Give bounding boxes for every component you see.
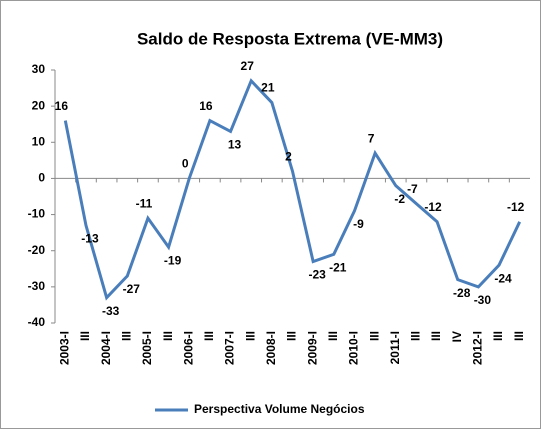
data-label: -19 [164,253,182,267]
data-label: 21 [261,81,275,95]
x-tick-label: 2012-I [471,331,485,365]
data-label: -23 [308,268,326,282]
data-label: 2 [285,149,292,163]
x-tick-label: III [285,331,299,341]
data-label: 0 [182,157,189,171]
x-tick-label: III [491,331,505,341]
y-tick-label: -30 [28,279,46,293]
x-tick-label: III [429,331,443,341]
legend-label: Perspectiva Volume Negócios [194,402,365,416]
data-label: -24 [494,271,512,285]
x-tick-label: 2004-I [99,331,113,365]
data-label: 27 [241,59,255,73]
y-tick-label: -10 [28,207,46,221]
x-tick-label: IV [450,331,464,342]
data-label: -2 [394,192,405,206]
chart-title: Saldo de Resposta Extrema (VE-MM3) [137,29,443,48]
y-tick-label: 30 [32,62,46,76]
data-label: 16 [55,99,69,113]
data-label: -27 [123,282,141,296]
series-line [63,78,522,301]
x-tick-label: III [326,331,340,341]
x-tick-label: III [243,331,257,341]
y-tick-label: -20 [28,243,46,257]
data-label: -12 [424,200,442,214]
data-label: -11 [136,196,153,210]
y-tick-label: -40 [28,315,46,329]
x-tick-label: 2010-I [347,331,361,365]
x-tick-label: III [161,331,175,341]
y-tick-label: 0 [38,171,45,185]
data-label: 16 [199,99,213,113]
y-tick-label: 10 [32,134,46,148]
y-tick-label: 20 [32,98,46,112]
data-label: -21 [329,261,347,275]
x-tick-label: III [119,331,133,341]
data-label: -13 [81,232,99,246]
data-label: 7 [368,131,375,145]
data-label: -9 [353,217,364,231]
x-tick-label: 2007-I [223,331,237,365]
data-label: -30 [474,293,492,307]
data-label: -7 [407,182,418,196]
x-tick-label: 2005-I [140,331,154,365]
data-label: -12 [507,200,525,214]
x-tick-label: III [512,331,526,341]
x-tick-label: III [367,331,381,341]
data-label: -33 [102,304,120,318]
x-tick-label: 2008-I [264,331,278,365]
x-tick-label: 2011-I [388,331,402,364]
data-label: -28 [453,286,471,300]
x-tick-label: 2003-I [57,331,71,365]
x-tick-label: III [409,331,423,341]
x-tick-label: III [202,331,216,341]
x-tick-label: 2009-I [305,331,319,365]
data-label: 13 [228,138,242,152]
x-tick-label: 2006-I [181,331,195,365]
x-tick-label: III [78,331,92,341]
